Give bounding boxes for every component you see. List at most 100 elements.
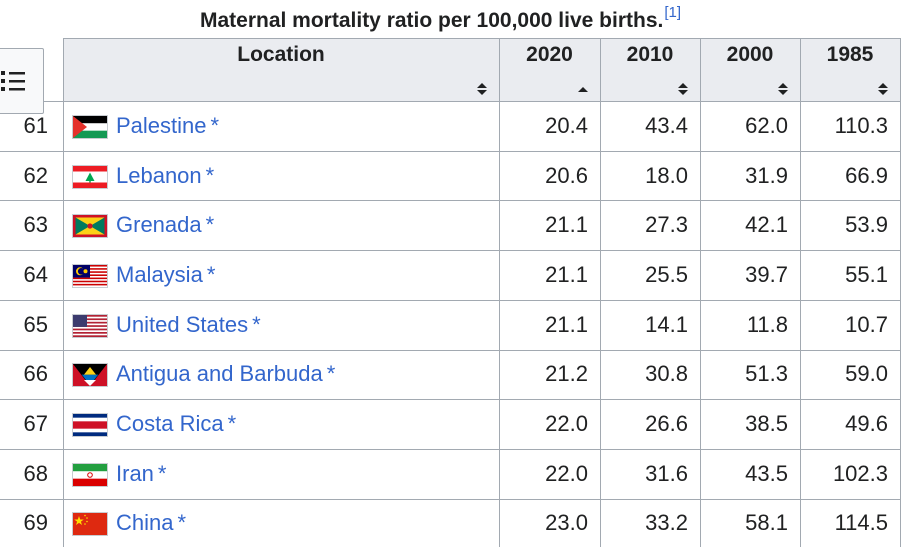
value-2010: 27.3 xyxy=(645,212,688,237)
location-name[interactable]: Lebanon xyxy=(116,163,202,188)
location-footnote-star[interactable]: * xyxy=(326,361,336,386)
value-2000: 39.7 xyxy=(745,262,788,287)
location-link[interactable]: Palestine * xyxy=(116,113,219,139)
lebanon-flag-icon[interactable] xyxy=(72,165,108,189)
value-2000: 31.9 xyxy=(745,163,788,188)
rank-cell: 68 xyxy=(23,461,48,486)
value-1985: 59.0 xyxy=(845,361,888,386)
value-2000: 43.5 xyxy=(745,461,788,486)
location-link[interactable]: United States * xyxy=(116,312,261,338)
grenada-flag-icon[interactable] xyxy=(72,214,108,238)
column-divider xyxy=(700,38,701,547)
location-footnote-star[interactable]: * xyxy=(157,461,167,486)
sort-icon[interactable] xyxy=(477,82,487,96)
value-1985: 53.9 xyxy=(845,212,888,237)
value-2020: 22.0 xyxy=(545,411,588,436)
location-link[interactable]: Lebanon * xyxy=(116,163,214,189)
palestine-flag-icon[interactable] xyxy=(72,115,108,139)
location-link[interactable]: Iran * xyxy=(116,461,166,487)
rank-cell: 63 xyxy=(23,212,48,237)
row-divider xyxy=(0,151,901,152)
value-1985: 66.9 xyxy=(845,163,888,188)
location-footnote-star[interactable]: * xyxy=(206,262,216,287)
china-flag-icon[interactable] xyxy=(72,512,108,536)
value-1985: 55.1 xyxy=(845,262,888,287)
location-name[interactable]: Grenada xyxy=(116,212,202,237)
header-top-border xyxy=(63,38,901,39)
location-name[interactable]: Malaysia xyxy=(116,262,203,287)
location-name[interactable]: Iran xyxy=(116,461,154,486)
united-states-flag-icon[interactable] xyxy=(72,314,108,338)
value-2000: 42.1 xyxy=(745,212,788,237)
location-footnote-star[interactable]: * xyxy=(252,312,261,337)
sort-icon[interactable] xyxy=(878,82,888,96)
column-divider xyxy=(600,38,601,547)
row-divider xyxy=(0,250,901,251)
row-divider xyxy=(0,499,901,500)
value-2000: 58.1 xyxy=(745,510,788,535)
column-header-2000[interactable]: 2000 xyxy=(726,43,774,66)
location-footnote-star[interactable]: * xyxy=(205,163,215,188)
rank-cell: 69 xyxy=(23,510,48,535)
row-divider xyxy=(0,200,901,201)
row-divider xyxy=(0,449,901,450)
location-name[interactable]: United States xyxy=(116,312,249,337)
toc-toggle-button[interactable] xyxy=(0,48,44,114)
column-header-location[interactable]: Location xyxy=(237,43,325,66)
location-footnote-star[interactable]: * xyxy=(205,212,215,237)
value-2010: 26.6 xyxy=(645,411,688,436)
column-header-2020[interactable]: 2020 xyxy=(526,43,573,66)
sort-ascending-icon[interactable] xyxy=(578,82,588,96)
value-1985: 49.6 xyxy=(845,411,888,436)
rank-cell: 61 xyxy=(23,113,48,138)
column-header-2010[interactable]: 2010 xyxy=(626,43,674,66)
location-link[interactable]: Grenada * xyxy=(116,212,214,238)
rank-cell: 67 xyxy=(23,411,48,436)
location-footnote-star[interactable]: * xyxy=(177,510,187,535)
column-header-1985[interactable]: 1985 xyxy=(826,43,874,66)
location-footnote-star[interactable]: * xyxy=(210,113,220,138)
caption-text: Maternal mortality ratio per 100,000 liv… xyxy=(199,9,664,32)
location-link[interactable]: Malaysia * xyxy=(116,262,215,288)
reference-link[interactable]: [1] xyxy=(664,4,682,21)
value-2010: 18.0 xyxy=(645,163,688,188)
header-bottom-border xyxy=(0,101,901,102)
list-icon xyxy=(1,71,25,91)
value-2000: 51.3 xyxy=(745,361,788,386)
value-2010: 25.5 xyxy=(645,262,688,287)
value-2020: 21.2 xyxy=(545,361,588,386)
location-link[interactable]: Costa Rica * xyxy=(116,411,236,437)
table-caption: Maternal mortality ratio per 100,000 liv… xyxy=(0,4,881,33)
row-divider xyxy=(0,350,901,351)
rank-cell: 66 xyxy=(23,361,48,386)
column-divider xyxy=(900,38,901,547)
value-2000: 62.0 xyxy=(745,113,788,138)
rank-cell: 65 xyxy=(23,312,48,337)
antigua-and-barbuda-flag-icon[interactable] xyxy=(72,363,108,387)
location-name[interactable]: Antigua and Barbuda xyxy=(116,361,323,386)
column-divider xyxy=(499,38,500,547)
value-2020: 21.1 xyxy=(545,312,588,337)
location-name[interactable]: China xyxy=(116,510,174,535)
malaysia-flag-icon[interactable] xyxy=(72,264,108,288)
value-2020: 21.1 xyxy=(545,212,588,237)
row-divider xyxy=(0,399,901,400)
value-2010: 33.2 xyxy=(645,510,688,535)
value-2010: 31.6 xyxy=(645,461,688,486)
value-2020: 20.4 xyxy=(545,113,588,138)
location-footnote-star[interactable]: * xyxy=(227,411,237,436)
sort-icon[interactable] xyxy=(778,82,788,96)
costa-rica-flag-icon[interactable] xyxy=(72,413,108,437)
location-link[interactable]: China * xyxy=(116,510,186,536)
value-1985: 114.5 xyxy=(834,510,888,535)
column-divider xyxy=(800,38,801,547)
sort-icon[interactable] xyxy=(678,82,688,96)
iran-flag-icon[interactable] xyxy=(72,463,108,487)
location-name[interactable]: Costa Rica xyxy=(116,411,224,436)
rank-cell: 64 xyxy=(23,262,48,287)
value-2010: 14.1 xyxy=(645,312,688,337)
location-link[interactable]: Antigua and Barbuda * xyxy=(116,361,335,387)
column-divider xyxy=(63,38,64,547)
value-2020: 20.6 xyxy=(545,163,588,188)
location-name[interactable]: Palestine xyxy=(116,113,207,138)
